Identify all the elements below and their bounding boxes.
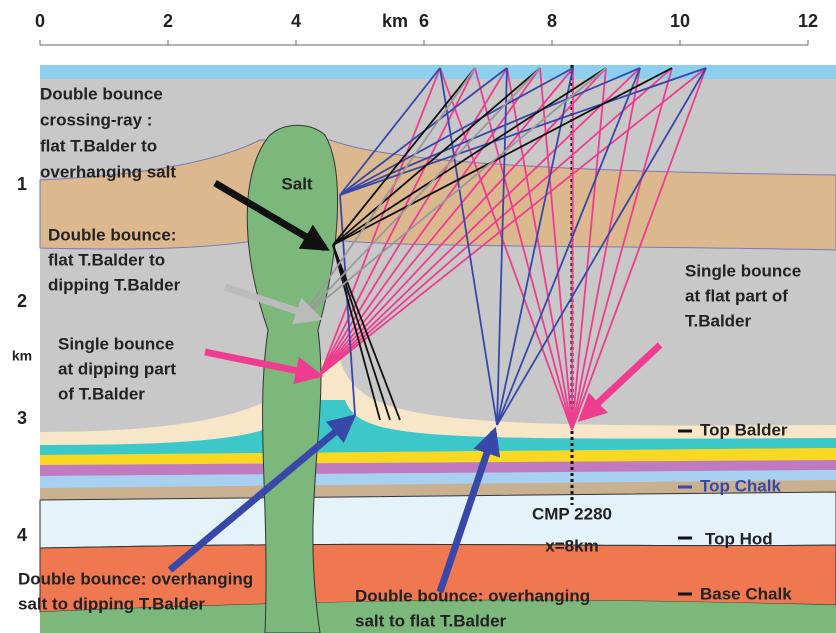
ray xyxy=(474,67,573,431)
x-axis-unit: km xyxy=(382,11,408,31)
layer xyxy=(40,460,836,476)
ray xyxy=(571,67,607,431)
annotation-line: of T.Balder xyxy=(58,384,145,403)
annotation-line: Single bounce xyxy=(685,261,801,280)
arrows xyxy=(167,179,663,594)
ray xyxy=(319,67,508,376)
ray xyxy=(319,67,441,376)
annotation-line: flat T.Balder to xyxy=(48,250,165,269)
ray xyxy=(319,67,541,376)
ray xyxy=(319,67,574,376)
annotation-line: at flat part of xyxy=(685,286,788,305)
ray xyxy=(299,67,607,321)
annotation-line: Double bounce: overhanging xyxy=(355,586,590,605)
ray xyxy=(496,67,641,426)
x-tick-label: 0 xyxy=(35,11,45,31)
ray xyxy=(332,67,541,246)
ray xyxy=(319,67,476,376)
arrow xyxy=(223,283,324,325)
cmp-label: x=8km xyxy=(545,536,598,555)
ray xyxy=(571,67,707,431)
y-tick-label: 4 xyxy=(17,525,27,545)
horizon-label: Base Chalk xyxy=(700,584,792,603)
annotation-line: Double bounce: overhanging xyxy=(18,569,253,588)
layer xyxy=(40,470,836,488)
x-tick-label: 12 xyxy=(798,11,818,31)
arrow xyxy=(213,179,330,252)
x-tick-label: 4 xyxy=(291,11,301,31)
horizon-label: Top Chalk xyxy=(700,476,781,495)
ray xyxy=(332,67,607,246)
rays xyxy=(299,67,707,431)
annotation-line: T.Balder xyxy=(685,311,752,330)
x-tick-label: 2 xyxy=(163,11,173,31)
annotation-line: Double bounce xyxy=(40,84,163,103)
ray xyxy=(571,67,641,431)
annotation-line: Single bounce xyxy=(58,334,174,353)
ray xyxy=(506,67,573,431)
ray xyxy=(539,67,573,431)
x-tick-label: 10 xyxy=(670,11,690,31)
ray xyxy=(299,67,541,321)
layer xyxy=(40,448,836,465)
horizon-label: Top Balder xyxy=(700,420,788,439)
ray xyxy=(571,67,574,431)
annotations: Double bounce crossing-ray : flat T.Balder… xyxy=(18,84,801,630)
y-axis-unit: km xyxy=(12,348,32,364)
horizon-label: Top Hod xyxy=(705,529,773,548)
horizon-markers xyxy=(678,429,692,596)
ray xyxy=(339,194,356,416)
layer xyxy=(40,480,836,500)
salt-body xyxy=(246,124,339,633)
layer xyxy=(40,600,836,633)
ray xyxy=(319,67,707,376)
ray xyxy=(339,67,574,196)
ray xyxy=(319,67,641,376)
layers xyxy=(39,65,836,633)
ray xyxy=(571,67,673,431)
layer xyxy=(40,400,836,455)
annotation-line: at dipping part xyxy=(58,359,176,378)
arrow xyxy=(436,426,501,594)
ray xyxy=(332,67,673,246)
ray xyxy=(339,67,441,196)
layer xyxy=(39,139,836,251)
annotation-line: salt to flat T.Balder xyxy=(355,611,507,630)
ray xyxy=(496,67,508,426)
ray xyxy=(299,67,476,321)
arrow xyxy=(167,414,357,573)
arrow xyxy=(577,342,663,422)
salt-label: Salt xyxy=(281,174,313,193)
x-tick-label: 8 xyxy=(547,11,557,31)
y-tick-label: 2 xyxy=(17,291,27,311)
annotation-line: salt to dipping T.Balder xyxy=(18,594,205,613)
annotation-line: Double bounce: xyxy=(48,225,176,244)
annotation-line: crossing-ray : xyxy=(40,110,152,129)
ray xyxy=(332,67,476,246)
ray xyxy=(496,67,574,426)
cmp-label: CMP 2280 xyxy=(532,504,612,523)
annotation-line: overhanging salt xyxy=(40,162,176,181)
ray xyxy=(496,67,707,426)
annotation-line: flat T.Balder to xyxy=(40,136,157,155)
arrow xyxy=(204,348,324,385)
ray xyxy=(332,244,381,421)
x-tick-label: 6 xyxy=(419,11,429,31)
ray xyxy=(439,67,498,426)
y-tick-label: 3 xyxy=(17,408,27,428)
layer xyxy=(40,360,836,445)
y-tick-label: 1 xyxy=(17,174,27,194)
ray xyxy=(319,67,673,376)
annotation-line: dipping T.Balder xyxy=(48,275,181,294)
